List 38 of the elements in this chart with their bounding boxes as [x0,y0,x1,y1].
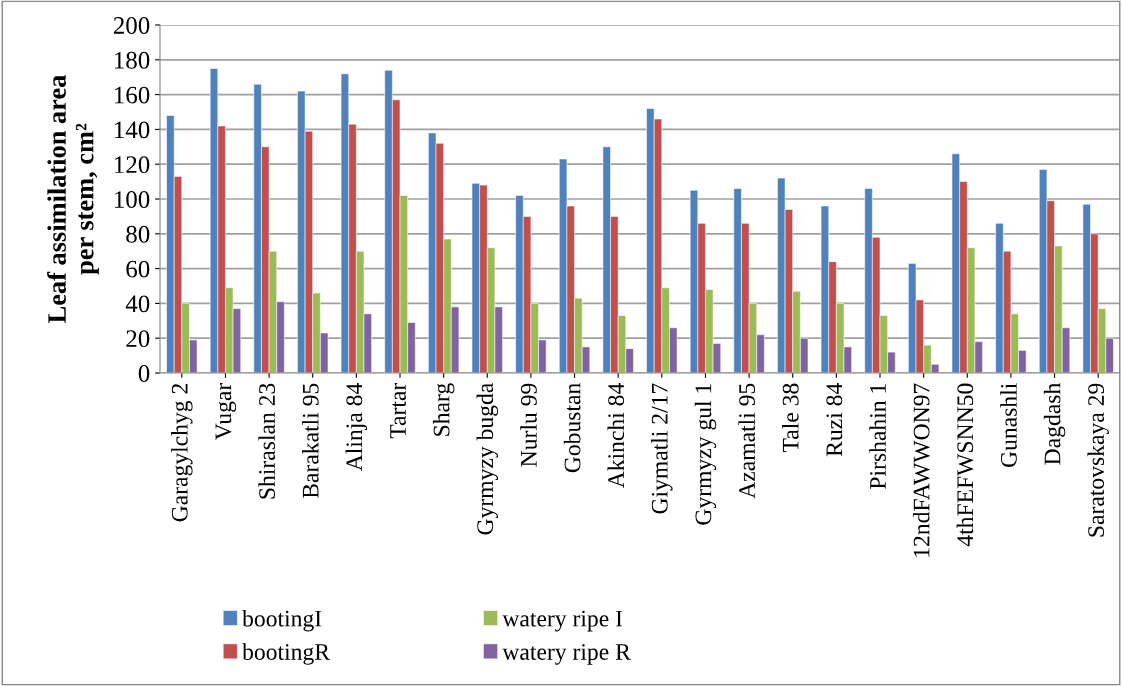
y-tick-label: 100 [114,191,150,208]
y-tick-label: 160 [114,86,150,104]
x-tick-label: Dagdash [1043,383,1066,465]
x-tick-label: Shiraslan 23 [258,383,275,499]
x-tick-label: Barakatli 95 [302,383,319,499]
x-tick-label: Tale 38 [782,383,799,453]
y-tick-label: 80 [126,225,150,243]
x-tick-label: Gyrmyzy bugda [476,383,499,535]
y-tick-label: 40 [125,295,150,313]
y-tick-label: 180 [114,51,150,69]
x-tick-label: Azamatli 95 [738,383,755,499]
y-tick-label: 200 [113,17,150,34]
x-tick-label: Vugar [215,382,237,441]
x-tick-label: 4thFEFWSNN50 [956,383,974,547]
x-tick-label: Alinja 84 [345,383,368,472]
x-tick-label: Akinchi 84 [607,383,625,489]
x-tick-label: Garagylchyg 2 [171,384,193,522]
x-tick-label: Gobustan [563,383,581,473]
legend-label: bootingI [242,609,322,632]
x-tick-label: Saratovskaya 29 [1087,383,1109,537]
y-tick-label: 140 [114,121,150,139]
y-tick-label: 20 [126,330,150,348]
legend-label: watery ripe R [502,644,631,665]
x-tick-label: Tartar [390,382,406,439]
x-tick-label: Pirshahin 1 [869,384,886,489]
x-tick-label: Ruzi 84 [826,383,843,457]
x-tick-label: Gunashli [1000,383,1017,468]
x-tick-label: Gyrmyzy gul 1 [694,384,717,525]
y-tick-label: 120 [114,156,150,174]
y-tick-label: 60 [126,260,150,278]
x-tick-label: 12ndFAWWON97 [912,383,930,557]
legend-label: watery ripe I [502,610,623,632]
legend-label: bootingR [242,643,330,665]
y-tick-label: 0 [138,365,150,382]
y-axis-title: Leaf assimilation area per stem, cm² [47,75,99,323]
x-tick-label: Nurlu 99 [520,383,537,467]
x-tick-label: Giymatli 2/17 [651,383,673,514]
x-tick-label: Sharg [432,383,455,436]
